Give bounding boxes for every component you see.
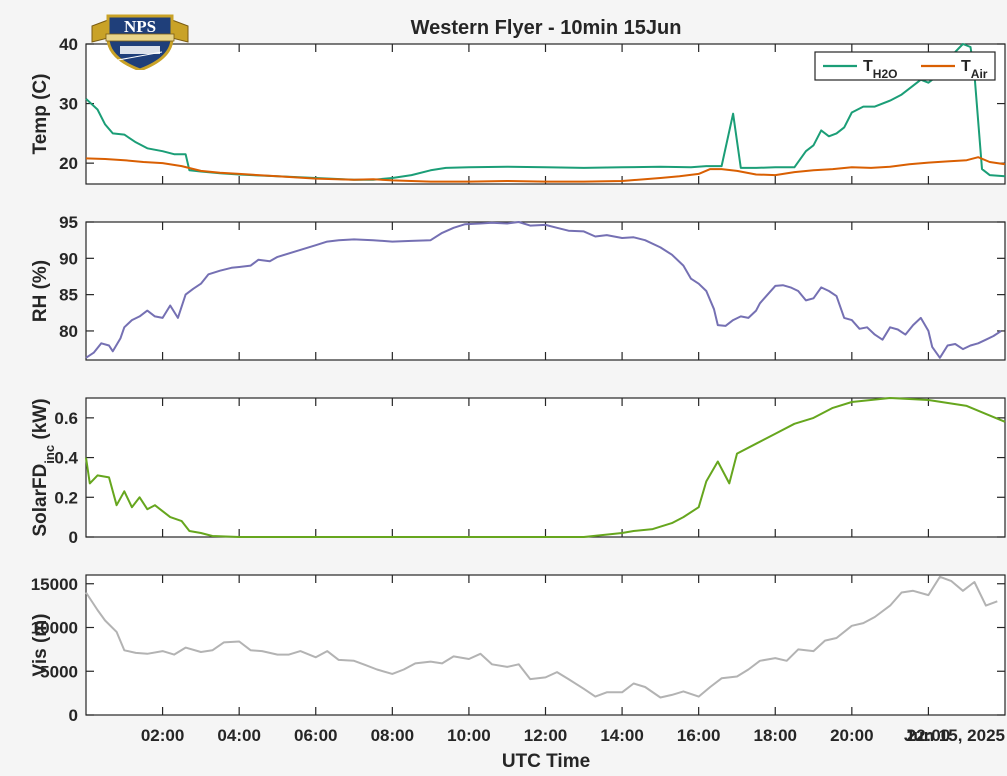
x-tick-label: 10:00 (447, 726, 490, 745)
y-tick-label: 90 (59, 249, 78, 268)
nps-logo: NPS (91, 14, 189, 70)
y-tick-label: 20 (59, 154, 78, 173)
y-axis-label: SolarFDinc (kW) (30, 398, 57, 536)
legend-box (814, 51, 996, 81)
series-line-1-1 (85, 43, 1006, 181)
y-tick-label: 95 (59, 213, 78, 232)
y-tick-label: 40 (59, 35, 78, 54)
x-tick-label: 22:00 (907, 726, 950, 745)
legend-entry-2: TAir (961, 58, 988, 81)
series-line-2-1 (85, 221, 1002, 359)
y-tick-label: 5000 (40, 662, 78, 681)
x-tick-label: 08:00 (371, 726, 414, 745)
y-axis-label: Temp (C) (30, 74, 51, 155)
y-tick-label: 30 (59, 95, 78, 114)
plot-area (85, 574, 1006, 716)
y-tick-label: 80 (59, 322, 78, 341)
legend-entry-1: TH2O (863, 58, 897, 81)
panel-2: 80 85 90 95 RH (%) (30, 213, 1006, 361)
y-tick-label: 0.2 (54, 488, 78, 507)
panel-1: 20 30 40 Temp (C) TH2O TAir (30, 35, 1006, 185)
y-tick-label: 15000 (31, 575, 78, 594)
x-axis-label: UTC Time (502, 751, 590, 771)
nps-seal-icon (91, 14, 189, 70)
x-tick-label: 20:00 (830, 726, 873, 745)
x-tick-label: 18:00 (754, 726, 797, 745)
plot-area (85, 221, 1006, 361)
y-axis-label: RH (%) (30, 260, 51, 322)
x-tick-label: 04:00 (217, 726, 260, 745)
x-tick-label: 06:00 (294, 726, 337, 745)
x-tick-label: 16:00 (677, 726, 720, 745)
series-line-4-1 (85, 575, 998, 699)
y-tick-label: 0 (69, 706, 78, 725)
panel-4: 0 5000 10000 15000 Vis (m) 02:00 04:00 06:00 08:… (30, 574, 1006, 745)
x-tick-label: 02:00 (141, 726, 184, 745)
series-line-3-1 (85, 397, 1006, 538)
x-tick-label: 14:00 (600, 726, 643, 745)
x-axis-date-label: Jun 15, 2025 (904, 726, 1005, 745)
y-tick-label: 0.4 (54, 449, 78, 468)
y-tick-label: 85 (59, 286, 78, 305)
legend: TH2O TAir (814, 51, 996, 81)
plot-area (85, 397, 1006, 538)
y-tick-label: 10000 (31, 619, 78, 638)
y-axis-label: Vis (m) (30, 613, 51, 676)
series-line-1-2 (85, 156, 1006, 183)
x-tick-label: 12:00 (524, 726, 567, 745)
y-tick-label: 0 (69, 528, 78, 547)
y-tick-label: 0.6 (54, 409, 78, 428)
chart-panels: 20 30 40 Temp (C) TH2O TAir 80 85 90 95 RH (%) 0 0.2… (30, 35, 1006, 745)
logo-text: NPS (124, 17, 156, 36)
chart-title: Western Flyer - 10min 15Jun (411, 17, 682, 39)
